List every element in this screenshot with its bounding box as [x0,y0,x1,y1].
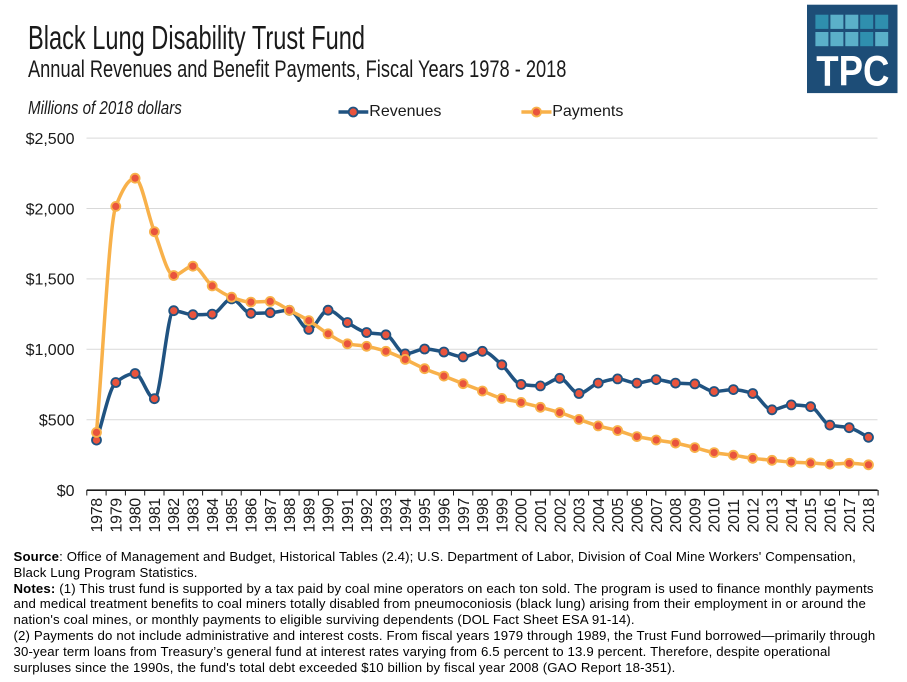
svg-text:1995: 1995 [417,498,434,533]
svg-text:1987: 1987 [263,498,280,533]
svg-text:1999: 1999 [494,498,511,533]
svg-text:2007: 2007 [649,498,666,533]
svg-text:2013: 2013 [765,498,782,533]
svg-text:1996: 1996 [437,498,454,533]
svg-text:2015: 2015 [803,498,820,533]
svg-text:$500: $500 [39,413,75,430]
svg-text:$1,500: $1,500 [26,272,75,289]
svg-text:1991: 1991 [340,498,357,533]
svg-text:2014: 2014 [784,498,801,533]
svg-text:2018: 2018 [861,498,878,533]
svg-text:2004: 2004 [591,498,608,533]
svg-text:1997: 1997 [456,498,473,533]
svg-text:1979: 1979 [108,498,125,533]
svg-text:1988: 1988 [282,498,299,533]
svg-text:$1,000: $1,000 [26,342,75,359]
svg-text:2002: 2002 [552,498,569,533]
svg-text:1994: 1994 [398,498,415,533]
svg-text:$2,000: $2,000 [26,201,75,218]
svg-text:TPC: TPC [816,48,889,95]
svg-text:1992: 1992 [359,498,376,533]
svg-text:1984: 1984 [205,498,222,533]
svg-text:2016: 2016 [823,498,840,533]
svg-text:1982: 1982 [166,498,183,533]
svg-text:1983: 1983 [186,498,203,533]
svg-text:1998: 1998 [475,498,492,533]
svg-text:2001: 2001 [533,498,550,533]
svg-text:2008: 2008 [668,498,685,533]
svg-text:2011: 2011 [726,499,743,533]
svg-text:1980: 1980 [128,498,145,533]
svg-text:Revenues: Revenues [369,103,441,120]
svg-text:2005: 2005 [610,498,627,533]
svg-text:1986: 1986 [244,498,261,533]
svg-text:1993: 1993 [379,498,396,533]
svg-text:$2,500: $2,500 [26,131,75,148]
svg-text:1985: 1985 [224,498,241,533]
svg-text:$0: $0 [57,483,75,500]
svg-text:2000: 2000 [514,498,531,533]
svg-text:1981: 1981 [147,498,164,533]
svg-text:Payments: Payments [552,103,623,120]
svg-text:2017: 2017 [842,498,859,533]
svg-text:1989: 1989 [301,498,318,533]
svg-text:2012: 2012 [745,498,762,533]
svg-text:2010: 2010 [707,498,724,533]
svg-text:2003: 2003 [572,498,589,533]
svg-text:2006: 2006 [630,498,647,533]
svg-text:1978: 1978 [89,498,106,533]
svg-text:1990: 1990 [321,498,338,533]
svg-text:2009: 2009 [687,498,704,533]
